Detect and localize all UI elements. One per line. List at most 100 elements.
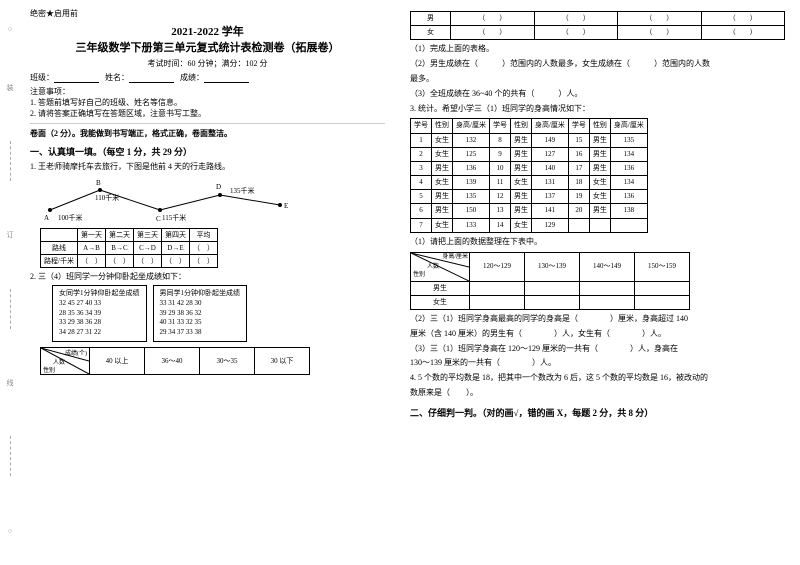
cell[interactable]: （ ） (161, 255, 189, 268)
svg-text:135千米: 135千米 (230, 186, 255, 195)
p1: （1）完成上面的表格。 (410, 43, 785, 56)
cell: 女生 (432, 176, 453, 190)
class-blank[interactable] (54, 74, 99, 83)
girls-row: 28 35 36 34 39 (59, 309, 140, 319)
cell: 男生 (510, 190, 531, 204)
cell[interactable] (525, 295, 580, 309)
cell: D→E (161, 242, 189, 255)
cell: 2 (411, 147, 432, 161)
cell: 学号 (489, 119, 510, 133)
cell[interactable]: （ ） (189, 255, 217, 268)
confidential-mark: 绝密★启用前 (30, 8, 385, 19)
table-row: 3男生13610男生14017男生136 (411, 161, 648, 175)
cell: 138 (610, 204, 647, 218)
binding-char: 装 (5, 84, 15, 91)
cell: 11 (489, 176, 510, 190)
p3: （3）全班成绩在 36~40 个的共有（ ）人。 (410, 88, 785, 101)
cell[interactable] (635, 295, 690, 309)
svg-text:A: A (44, 214, 49, 222)
cell: 女生 (510, 218, 531, 232)
diag-header: 成绩(个) 人数 性别 (41, 347, 90, 374)
cell: 学号 (411, 119, 432, 133)
cell: 14 (489, 218, 510, 232)
school-year: 2021-2022 学年 (30, 23, 385, 39)
cell: 7 (411, 218, 432, 232)
table-row: 成绩(个) 人数 性别 40 以上 36～40 30～35 30 以下 (41, 347, 310, 374)
cell: 20 (568, 204, 589, 218)
cell[interactable]: （ ） (534, 26, 618, 40)
p4a: （2）三（1）班同学身高最高的同学的身高是（ ）厘米，身高超过 140 (410, 313, 785, 326)
cell: 15 (568, 133, 589, 147)
cell: 男生 (589, 133, 610, 147)
cell: 男生 (432, 161, 453, 175)
cell: 136 (453, 161, 490, 175)
cell[interactable]: （ ） (451, 26, 535, 40)
cell (568, 218, 589, 232)
section-1-heading: 一、认真填一填。（每空 1 分，共 29 分） (30, 145, 385, 158)
cell: 18 (568, 176, 589, 190)
cell[interactable]: （ ） (618, 12, 702, 26)
data-boxes: 女同学1分钟仰卧起坐成绩 32 45 27 40 33 28 35 36 34 … (50, 283, 385, 344)
cell[interactable]: （ ） (618, 26, 702, 40)
diag-top: 成绩(个) (65, 348, 87, 357)
cell[interactable]: （ ） (534, 12, 618, 26)
cell (610, 218, 647, 232)
cell[interactable] (525, 281, 580, 295)
boys-row: 39 29 38 36 32 (160, 309, 241, 319)
name-blank[interactable] (129, 74, 174, 83)
p2b: 最多。 (410, 73, 785, 86)
cell[interactable] (635, 281, 690, 295)
girls-row: 32 45 27 40 33 (59, 299, 140, 309)
cell[interactable]: （ ） (105, 255, 133, 268)
cell: 女生 (432, 218, 453, 232)
cell[interactable] (580, 281, 635, 295)
cell[interactable]: （ ） (77, 255, 105, 268)
cell: 5 (411, 190, 432, 204)
cell: 137 (531, 190, 568, 204)
page-left: ○ 装 订 线 ○ 绝密★启用前 2021-2022 学年 三年级数学下册第三单… (0, 0, 395, 560)
table-row: 2女生1259男生12716男生134 (411, 147, 648, 161)
cell[interactable]: （ ） (701, 12, 785, 26)
boys-box: 男同学1分钟仰卧起坐成绩 33 31 42 28 30 39 29 38 36 … (153, 285, 248, 342)
cell[interactable] (470, 295, 525, 309)
cell: 男 (411, 12, 451, 26)
height-tally-table: 身高/厘米 人数 性别 120～129 130～139 140～149 150～… (410, 252, 690, 310)
cell: 女生 (432, 147, 453, 161)
cell: 男生 (432, 204, 453, 218)
cell[interactable]: （ ） (189, 242, 217, 255)
table-row: 女 （ ） （ ） （ ） （ ） (411, 26, 785, 40)
table-row: 路程/千米 （ ） （ ） （ ） （ ） （ ） (41, 255, 218, 268)
score-blank[interactable] (204, 74, 249, 83)
cell: 女生 (589, 190, 610, 204)
page-right: 男 （ ） （ ） （ ） （ ） 女 （ ） （ ） （ ） （ ） （1）完… (400, 0, 795, 560)
binding-char: ○ (6, 25, 14, 33)
notice-2: 2. 请将答案正确填写在答题区域，注意书写工整。 (30, 108, 385, 119)
diag-top: 身高/厘米 (442, 253, 468, 263)
cell: 132 (453, 133, 490, 147)
boys-row: 40 31 33 32 35 (160, 318, 241, 328)
student-info-line: 班级： 姓名： 成绩： (30, 72, 385, 83)
cell[interactable]: （ ） (451, 12, 535, 26)
cell[interactable]: （ ） (701, 26, 785, 40)
notice-1: 1. 答题前填写好自己的班级、姓名等信息。 (30, 97, 385, 108)
cell: 路程/千米 (41, 255, 78, 268)
boys-row: 33 31 42 28 30 (160, 299, 241, 309)
cell: 30～35 (200, 347, 255, 374)
cell: 135 (453, 190, 490, 204)
cell: 120～129 (470, 252, 525, 281)
cell: 女生 (432, 133, 453, 147)
binding-char: 线 (5, 379, 15, 386)
cell[interactable]: （ ） (133, 255, 161, 268)
cell: 4 (411, 176, 432, 190)
cell: 19 (568, 190, 589, 204)
cell: 149 (531, 133, 568, 147)
cell: 平均 (189, 229, 217, 242)
cell: 男生 (411, 281, 470, 295)
cell: 36～40 (145, 347, 200, 374)
cell[interactable] (470, 281, 525, 295)
p4d: 130～139 厘米的一共有（ ）人。 (410, 357, 785, 370)
cell[interactable] (580, 295, 635, 309)
cell: 路线 (41, 242, 78, 255)
cell: 第一天 (77, 229, 105, 242)
table-row: 7女生13314女生129 (411, 218, 648, 232)
